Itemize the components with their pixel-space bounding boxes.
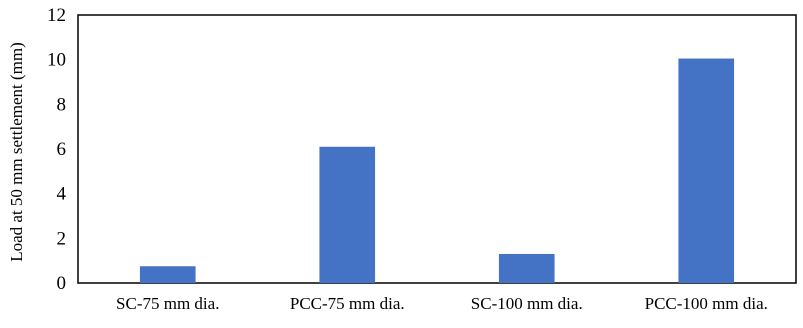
y-tick-label: 0 bbox=[57, 273, 67, 294]
y-tick-label: 4 bbox=[57, 184, 67, 205]
y-tick-label: 10 bbox=[47, 50, 66, 71]
y-axis-ticks: 0 2 4 6 8 10 12 bbox=[47, 5, 67, 294]
y-tick-label: 6 bbox=[57, 139, 67, 160]
x-category-label: SC-75 mm dia. bbox=[116, 294, 219, 313]
x-category-label: PCC-100 mm dia. bbox=[645, 294, 768, 313]
plot-area bbox=[77, 14, 797, 284]
y-tick-label: 12 bbox=[47, 5, 66, 26]
y-tick-label: 2 bbox=[57, 228, 67, 249]
x-category-label: PCC-75 mm dia. bbox=[290, 294, 405, 313]
y-axis-title: Load at 50 mm settlement (mm) bbox=[7, 42, 26, 262]
plot-border bbox=[77, 14, 797, 284]
bar bbox=[498, 253, 555, 283]
bars-group bbox=[139, 58, 735, 283]
bar bbox=[139, 266, 196, 283]
y-tick-label: 8 bbox=[57, 94, 67, 115]
bar bbox=[319, 146, 376, 283]
x-axis-labels: SC-75 mm dia. PCC-75 mm dia. SC-100 mm dia… bbox=[116, 294, 768, 313]
bar bbox=[678, 58, 735, 283]
x-category-label: SC-100 mm dia. bbox=[471, 294, 583, 313]
